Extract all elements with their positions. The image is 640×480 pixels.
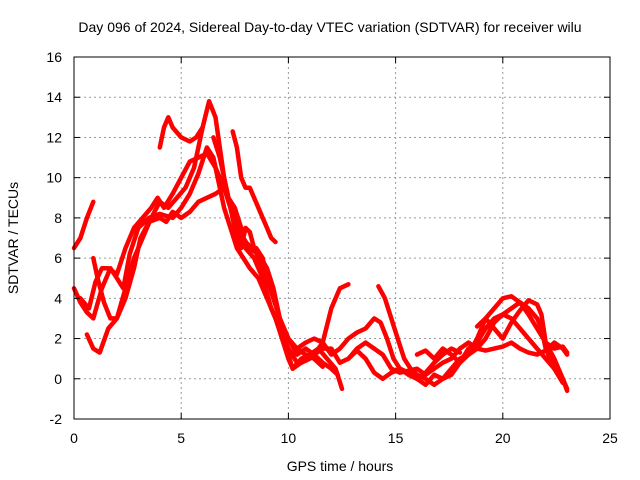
y-tick-label: 10	[46, 170, 62, 186]
y-tick-label: 8	[54, 210, 62, 226]
x-tick-labels: 0 5 10 15 20 25	[70, 430, 618, 446]
y-tick-labels: -2 0 2 4 6 8 10 12 14 16	[46, 49, 62, 427]
series-trace-7	[211, 135, 345, 392]
series-trace-9	[286, 316, 463, 382]
x-tick-label: 15	[388, 430, 404, 446]
y-axis-title: SDTVAR / TECUs	[5, 182, 21, 294]
x-tick-label: 0	[70, 430, 78, 446]
x-tick-label: 10	[281, 430, 297, 446]
y-tick-label: 4	[54, 290, 62, 306]
y-tick-label: 16	[46, 49, 62, 65]
x-axis-title: GPS time / hours	[287, 458, 394, 474]
series-trace-8	[230, 129, 278, 245]
plot-frame	[73, 56, 611, 420]
series-trace-14	[474, 298, 570, 355]
gridlines	[74, 57, 610, 419]
x-tick-label: 5	[177, 430, 185, 446]
y-tick-label: 0	[54, 371, 62, 387]
y-tick-label: -2	[50, 411, 63, 427]
y-tick-label: 6	[54, 250, 62, 266]
series-trace-1	[71, 199, 96, 251]
y-tick-label: 14	[46, 89, 62, 105]
series-trace-6	[157, 115, 205, 150]
x-tick-label: 20	[495, 430, 511, 446]
chart-title: Day 096 of 2024, Sidereal Day-to-day VTE…	[78, 19, 581, 35]
data-series	[71, 98, 570, 394]
y-tick-label: 12	[46, 129, 62, 145]
x-tick-label: 25	[602, 430, 618, 446]
series-trace-12	[376, 284, 570, 394]
series-trace-3	[84, 98, 351, 365]
y-tick-label: 2	[54, 331, 62, 347]
axis-ticks	[73, 56, 611, 420]
